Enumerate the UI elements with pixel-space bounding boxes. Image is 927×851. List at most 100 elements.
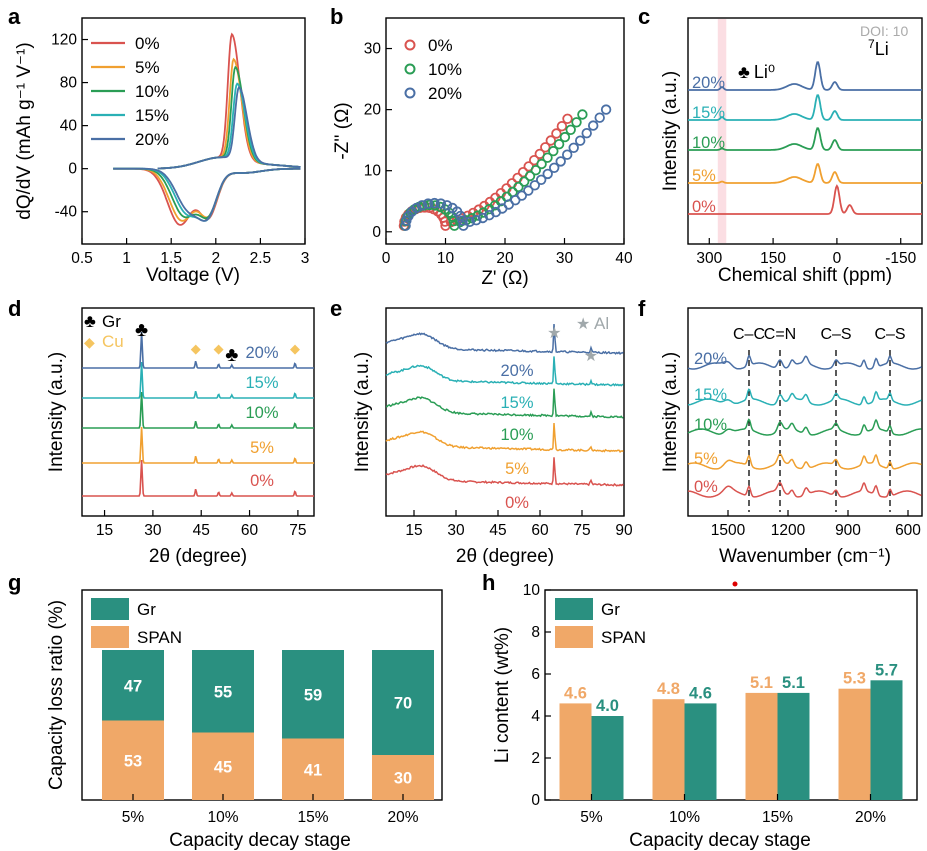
panel-b-ytick-label: 0 — [372, 224, 381, 241]
panel-e-series-label: 10% — [500, 426, 533, 444]
panel-b-point — [429, 197, 440, 209]
panel-g-bar — [192, 650, 254, 733]
panel-a-xtick-label: 0.5 — [71, 250, 93, 267]
panel-g-ticks: 5% 10% 15% 20% — [122, 794, 419, 826]
panel-d-xtick-label: 60 — [241, 522, 259, 539]
panel-e-xtick-label: 45 — [489, 522, 506, 539]
panel-h-bar-label: 4.0 — [596, 697, 619, 715]
panel-e-series-label: 5% — [505, 460, 529, 478]
panel-g-category-label: 5% — [122, 809, 145, 826]
panel-c-spectrum — [688, 127, 922, 151]
panel-a-frame — [81, 17, 306, 245]
panel-c-series-label: 0% — [692, 198, 716, 216]
panel-b-xtick-label: 40 — [615, 250, 633, 267]
panel-f-spectrum — [687, 418, 922, 436]
panel-h-legend: Gr SPAN — [555, 598, 646, 648]
panel-d-pattern — [82, 331, 314, 369]
panel-h-bar — [559, 703, 592, 800]
panel-e-xtick-label: 75 — [573, 522, 590, 539]
panel-h-legend-swatch — [555, 626, 593, 648]
panel-e-series-label: 15% — [500, 394, 533, 412]
panel-f-series-labels: 0% 5% 10% 15% 20% — [694, 350, 727, 496]
panel-h-ytick-label: 2 — [531, 750, 540, 767]
panel-c-series-labels: 0% 5% 10% 15% 20% — [692, 74, 725, 216]
li-metal-annotation: ♣ Li⁰ — [738, 62, 775, 82]
panel-b-point — [549, 162, 560, 174]
panel-a-legend-label: 10% — [135, 82, 169, 101]
panel-h-bar — [838, 688, 871, 800]
panel-e-patterns — [385, 323, 624, 487]
panel-a-xtick-label: 1 — [122, 250, 131, 267]
panel-b-legend-label: 10% — [428, 60, 462, 79]
panel-h-bar-label: 5.3 — [843, 670, 866, 688]
panel-a-ytick-label: 0 — [68, 161, 77, 178]
panel-a-ticks: 0.5 1 1.5 2 2.5 3 -40 0 40 80 120 — [51, 32, 309, 267]
panel-h-ytick-label: 6 — [531, 666, 540, 683]
panel-b-point — [555, 156, 566, 167]
panel-b-point — [457, 215, 468, 226]
panel-c-xtick-label: 150 — [760, 250, 786, 267]
panel-b-point — [600, 104, 612, 115]
panel-b-ytick-label: 20 — [364, 102, 382, 119]
panel-b-xtick-label: 30 — [556, 250, 574, 267]
panel-b-point — [562, 149, 573, 160]
panel-a-y-label: dQ/dV (mAh g⁻¹ V⁻¹) — [14, 42, 35, 219]
panel-f-xtick-label: 600 — [895, 522, 921, 539]
panel-e-xtick-label: 60 — [531, 522, 549, 539]
panel-b-point — [556, 120, 568, 132]
panel-b-y-label: -Z'' (Ω) — [332, 102, 353, 159]
gr-peak-marker: ♣ — [135, 319, 148, 341]
panel-b-ytick-label: 30 — [364, 41, 382, 58]
panel-d-pattern — [82, 361, 314, 399]
panel-g-bar-label: 47 — [124, 677, 142, 695]
panel-d-series-label: 10% — [245, 404, 278, 422]
panel-d-xtick-label: 15 — [96, 522, 113, 539]
panel-f-xtick-label: 900 — [835, 522, 861, 539]
panel-g-bar-label: 70 — [394, 695, 412, 713]
panel-c: c 300 150 0 -150 DOI: 10 7Li ♣ Li⁰ 0% 5% 10% 15… — [638, 4, 923, 286]
panel-a-xtick-label: 1.5 — [160, 250, 182, 267]
panel-d-pattern — [82, 459, 314, 497]
panel-label-d: d — [8, 296, 21, 321]
panel-b-point — [472, 210, 483, 221]
panel-d-series-label: 0% — [250, 472, 274, 490]
panel-b-point — [530, 164, 542, 176]
panel-b-ytick-label: 10 — [364, 163, 382, 180]
panel-b-xtick-label: 20 — [496, 250, 514, 267]
panel-g-bar-label: 45 — [214, 758, 232, 776]
panel-g-legend-swatch — [91, 626, 129, 648]
panel-f-x-label: Wavenumber (cm⁻¹) — [719, 546, 891, 567]
panel-h: h 4.6 4.0 4.8 4.6 5.1 5.1 5.3 5.7 0 2 4 6 8 10 5% 10% 1… — [482, 570, 918, 851]
panel-g-bar — [192, 732, 254, 800]
panel-f-spectrum — [687, 388, 922, 406]
panel-h-legend-swatch — [555, 598, 593, 620]
panel-e-legend-label: Al — [594, 314, 609, 333]
panel-g-bar — [102, 650, 164, 721]
stray-red-dot — [732, 581, 738, 587]
panel-h-legend-label: Gr — [601, 600, 620, 619]
panel-b-legend: 0% 10% 20% — [404, 36, 462, 103]
panel-g-legend-swatch — [91, 598, 129, 620]
panel-c-spectrum — [688, 61, 922, 91]
panel-a-xtick-label: 3 — [301, 250, 310, 267]
cu-peak-marker: ◆ — [290, 341, 300, 356]
panel-h-bar-label: 5.1 — [750, 674, 773, 692]
panel-d-legend-symbol: ♣ — [84, 311, 96, 331]
panel-b-ticks: 0 10 20 30 40 0 10 20 30 — [364, 41, 633, 267]
panel-h-legend-label: SPAN — [601, 628, 646, 647]
panel-h-x-label: Capacity decay stage — [629, 830, 811, 851]
panel-a-xtick-label: 2 — [211, 250, 220, 267]
panel-f-xtick-label: 1500 — [711, 522, 746, 539]
panel-d-series-label: 5% — [250, 439, 274, 457]
panel-b-points — [398, 104, 612, 231]
bond-label: C=N — [764, 326, 796, 343]
panel-b-point — [435, 198, 447, 209]
panel-b-point — [416, 200, 428, 211]
panel-f-series-label: 20% — [694, 350, 727, 368]
panel-e-pattern — [385, 422, 624, 454]
panel-e-pattern — [385, 323, 624, 355]
panel-e-legend-symbol: ★ — [576, 316, 590, 333]
panel-d-xtick-label: 75 — [289, 522, 306, 539]
panel-g-bar-label: 55 — [214, 683, 232, 701]
